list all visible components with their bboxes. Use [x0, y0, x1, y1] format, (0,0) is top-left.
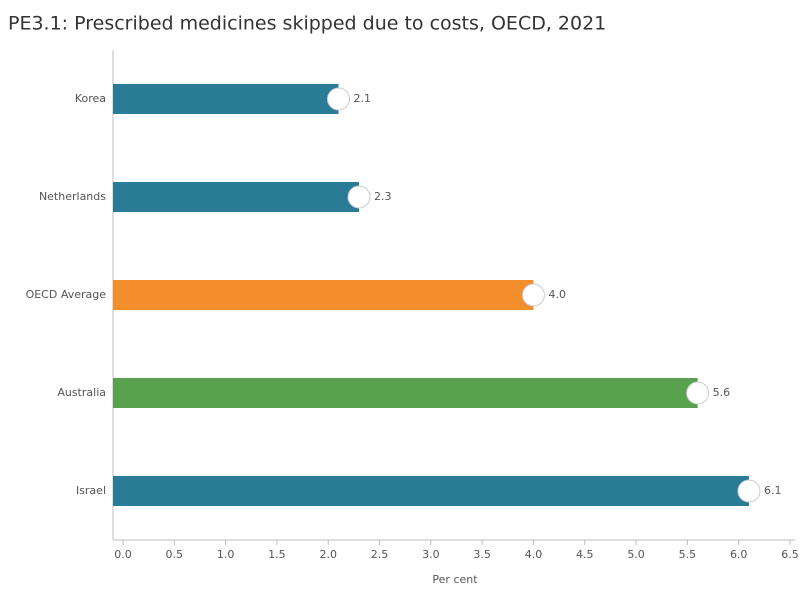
y-tick-label: Korea	[75, 92, 106, 105]
x-tick-label: 3.5	[473, 548, 491, 561]
flag-icon	[521, 283, 545, 307]
bar	[113, 182, 360, 212]
value-label: 2.1	[353, 92, 371, 105]
y-tick-label: Australia	[57, 386, 106, 399]
bar	[113, 84, 339, 114]
chart-title: PE3.1: Prescribed medicines skipped due …	[8, 13, 606, 35]
x-tick-label: 5.5	[679, 548, 697, 561]
bar	[113, 476, 749, 506]
flag-icon	[686, 381, 710, 405]
x-tick-label: 5.0	[627, 548, 645, 561]
x-tick-label: 4.5	[576, 548, 594, 561]
y-tick-label: OECD Average	[26, 288, 107, 301]
x-tick-label: 0.5	[166, 548, 184, 561]
flag-icon	[737, 479, 761, 503]
bar	[113, 280, 534, 310]
y-tick-label: Israel	[76, 484, 106, 497]
flag-icon	[326, 87, 350, 111]
x-tick-label: 6.0	[730, 548, 748, 561]
value-label: 5.6	[713, 386, 731, 399]
x-tick-label: 6.5	[781, 548, 799, 561]
bar	[113, 378, 698, 408]
x-tick-label: 1.0	[217, 548, 235, 561]
value-label: 2.3	[374, 190, 392, 203]
x-tick-label: 4.0	[525, 548, 543, 561]
x-tick-label: 0.0	[114, 548, 132, 561]
x-tick-label: 2.0	[319, 548, 337, 561]
x-tick-label: 1.5	[268, 548, 286, 561]
value-label: 6.1	[764, 484, 782, 497]
x-axis-label: Per cent	[432, 573, 478, 586]
x-tick-label: 2.5	[371, 548, 389, 561]
y-tick-label: Netherlands	[39, 190, 106, 203]
x-tick-label: 3.0	[422, 548, 440, 561]
flag-icon	[347, 185, 371, 209]
value-label: 4.0	[548, 288, 566, 301]
